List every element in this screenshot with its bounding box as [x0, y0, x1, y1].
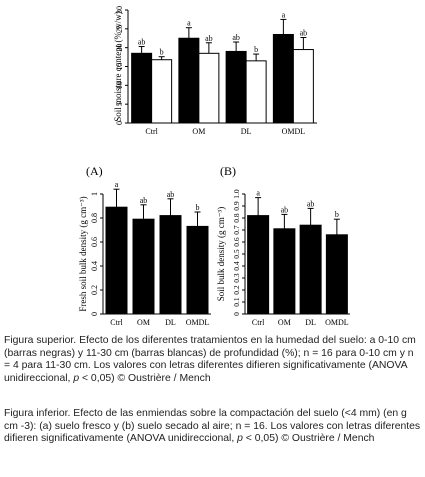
y-tick-label: 0.8: [90, 213, 99, 223]
bar: [159, 215, 182, 315]
category-label: OM: [137, 318, 150, 327]
y-axis-label: Fresh soil bulk density (g cm⁻³): [78, 196, 88, 311]
significance-letter: ab: [167, 190, 175, 199]
category-label: OMDL: [186, 318, 210, 327]
significance-letter: a: [115, 180, 119, 189]
significance-letter: ab: [232, 33, 240, 42]
y-tick-label: 0.7: [232, 225, 241, 235]
y-tick-label: 10: [115, 81, 124, 89]
bar: [151, 59, 173, 124]
significance-letter: a: [256, 189, 260, 198]
y-tick-label: 0.4: [232, 261, 241, 271]
category-label: Ctrl: [252, 318, 265, 327]
significance-letter: ab: [281, 205, 289, 214]
significance-letter: b: [160, 48, 164, 57]
significance-letter: b: [254, 45, 258, 54]
significance-letter: a: [282, 10, 286, 19]
y-tick-label: 0: [232, 312, 241, 316]
chart-dry-bulk-density: 0 0.1 0.2 0.3 0.4 0.5 0.6 0.7 0.8 0.9 1.0 Soil bulk…: [216, 164, 350, 327]
category-label: DL: [305, 318, 316, 327]
category-label: Ctrl: [145, 127, 158, 136]
bar: [131, 52, 153, 124]
bar: [105, 206, 128, 315]
significance-letter: ab: [138, 38, 146, 47]
bar: [245, 60, 267, 124]
significance-letter: ab: [140, 196, 148, 205]
y-tick-label: 0.6: [90, 237, 99, 247]
bar: [198, 52, 220, 124]
significance-letter: ab: [307, 199, 315, 208]
y-tick-label: 15: [115, 63, 124, 71]
category-label: DL: [241, 127, 252, 136]
category-label: OMDL: [325, 318, 349, 327]
significance-letter: a: [187, 19, 191, 28]
y-tick-label: 0.3: [232, 273, 241, 283]
y-tick-label: 0: [115, 121, 124, 125]
significance-letter: b: [196, 203, 200, 212]
y-tick-label: 5: [115, 102, 124, 106]
bar: [273, 228, 296, 315]
y-tick-label: 0: [90, 312, 99, 316]
significance-letter: ab: [300, 28, 308, 37]
bar: [132, 218, 155, 315]
bar: [299, 224, 322, 315]
bar: [292, 49, 314, 124]
y-tick-label: 25: [115, 25, 124, 33]
panel-label: (A): [86, 164, 103, 178]
bar: [186, 225, 209, 315]
bar: [272, 33, 294, 124]
y-tick-label: 1.0: [232, 189, 241, 199]
bar: [325, 234, 348, 315]
y-tick-label: 0.4: [90, 261, 99, 271]
y-tick-label: 0.9: [232, 201, 241, 211]
y-tick-label: 20: [115, 44, 124, 52]
panel-label: (B): [220, 164, 236, 178]
significance-letter: ab: [205, 34, 213, 43]
y-tick-label: 0.6: [232, 237, 241, 247]
y-tick-label: 30: [115, 6, 124, 14]
y-tick-label: 1: [90, 192, 99, 196]
category-label: OM: [192, 127, 205, 136]
category-label: DL: [165, 318, 176, 327]
category-label: OM: [278, 318, 291, 327]
y-tick-label: 0.2: [232, 285, 241, 295]
y-tick-label: 0.8: [232, 213, 241, 223]
bar: [225, 50, 247, 124]
y-axis-label: Soil moisture content (% w/w): [113, 11, 123, 121]
y-tick-label: 0.2: [90, 285, 99, 295]
caption-bottom: Figura inferior. Efecto de las enmiendas…: [4, 408, 421, 445]
category-label: Ctrl: [110, 318, 123, 327]
y-axis-label: Soil bulk density (g cm⁻³): [216, 207, 226, 301]
bar: [178, 37, 200, 124]
significance-letter: b: [335, 210, 339, 219]
bar: [247, 215, 270, 315]
caption-top: Figura superior. Efecto de los diferente…: [4, 335, 416, 384]
y-tick-label: 0.5: [232, 249, 241, 259]
category-label: OMDL: [282, 127, 306, 136]
y-tick-label: 0.1: [232, 297, 241, 307]
